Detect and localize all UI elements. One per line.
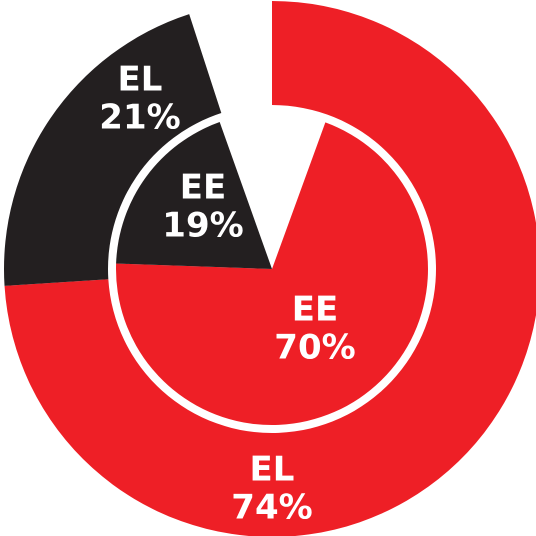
slice-value-label: 19% [162,206,243,246]
slice-name: EL [250,450,295,490]
pie-slice [3,14,222,286]
pie-slice [4,1,536,536]
slice-name: EE [292,290,338,330]
slice-value-label: 21% [99,98,180,138]
pie-slice [116,122,429,426]
slice-value-label: 70% [274,328,355,368]
slice-value-label: 74% [231,488,312,528]
slice-name: EL [118,60,163,100]
slice-name: EE [180,168,226,208]
pie-slice [116,122,272,270]
